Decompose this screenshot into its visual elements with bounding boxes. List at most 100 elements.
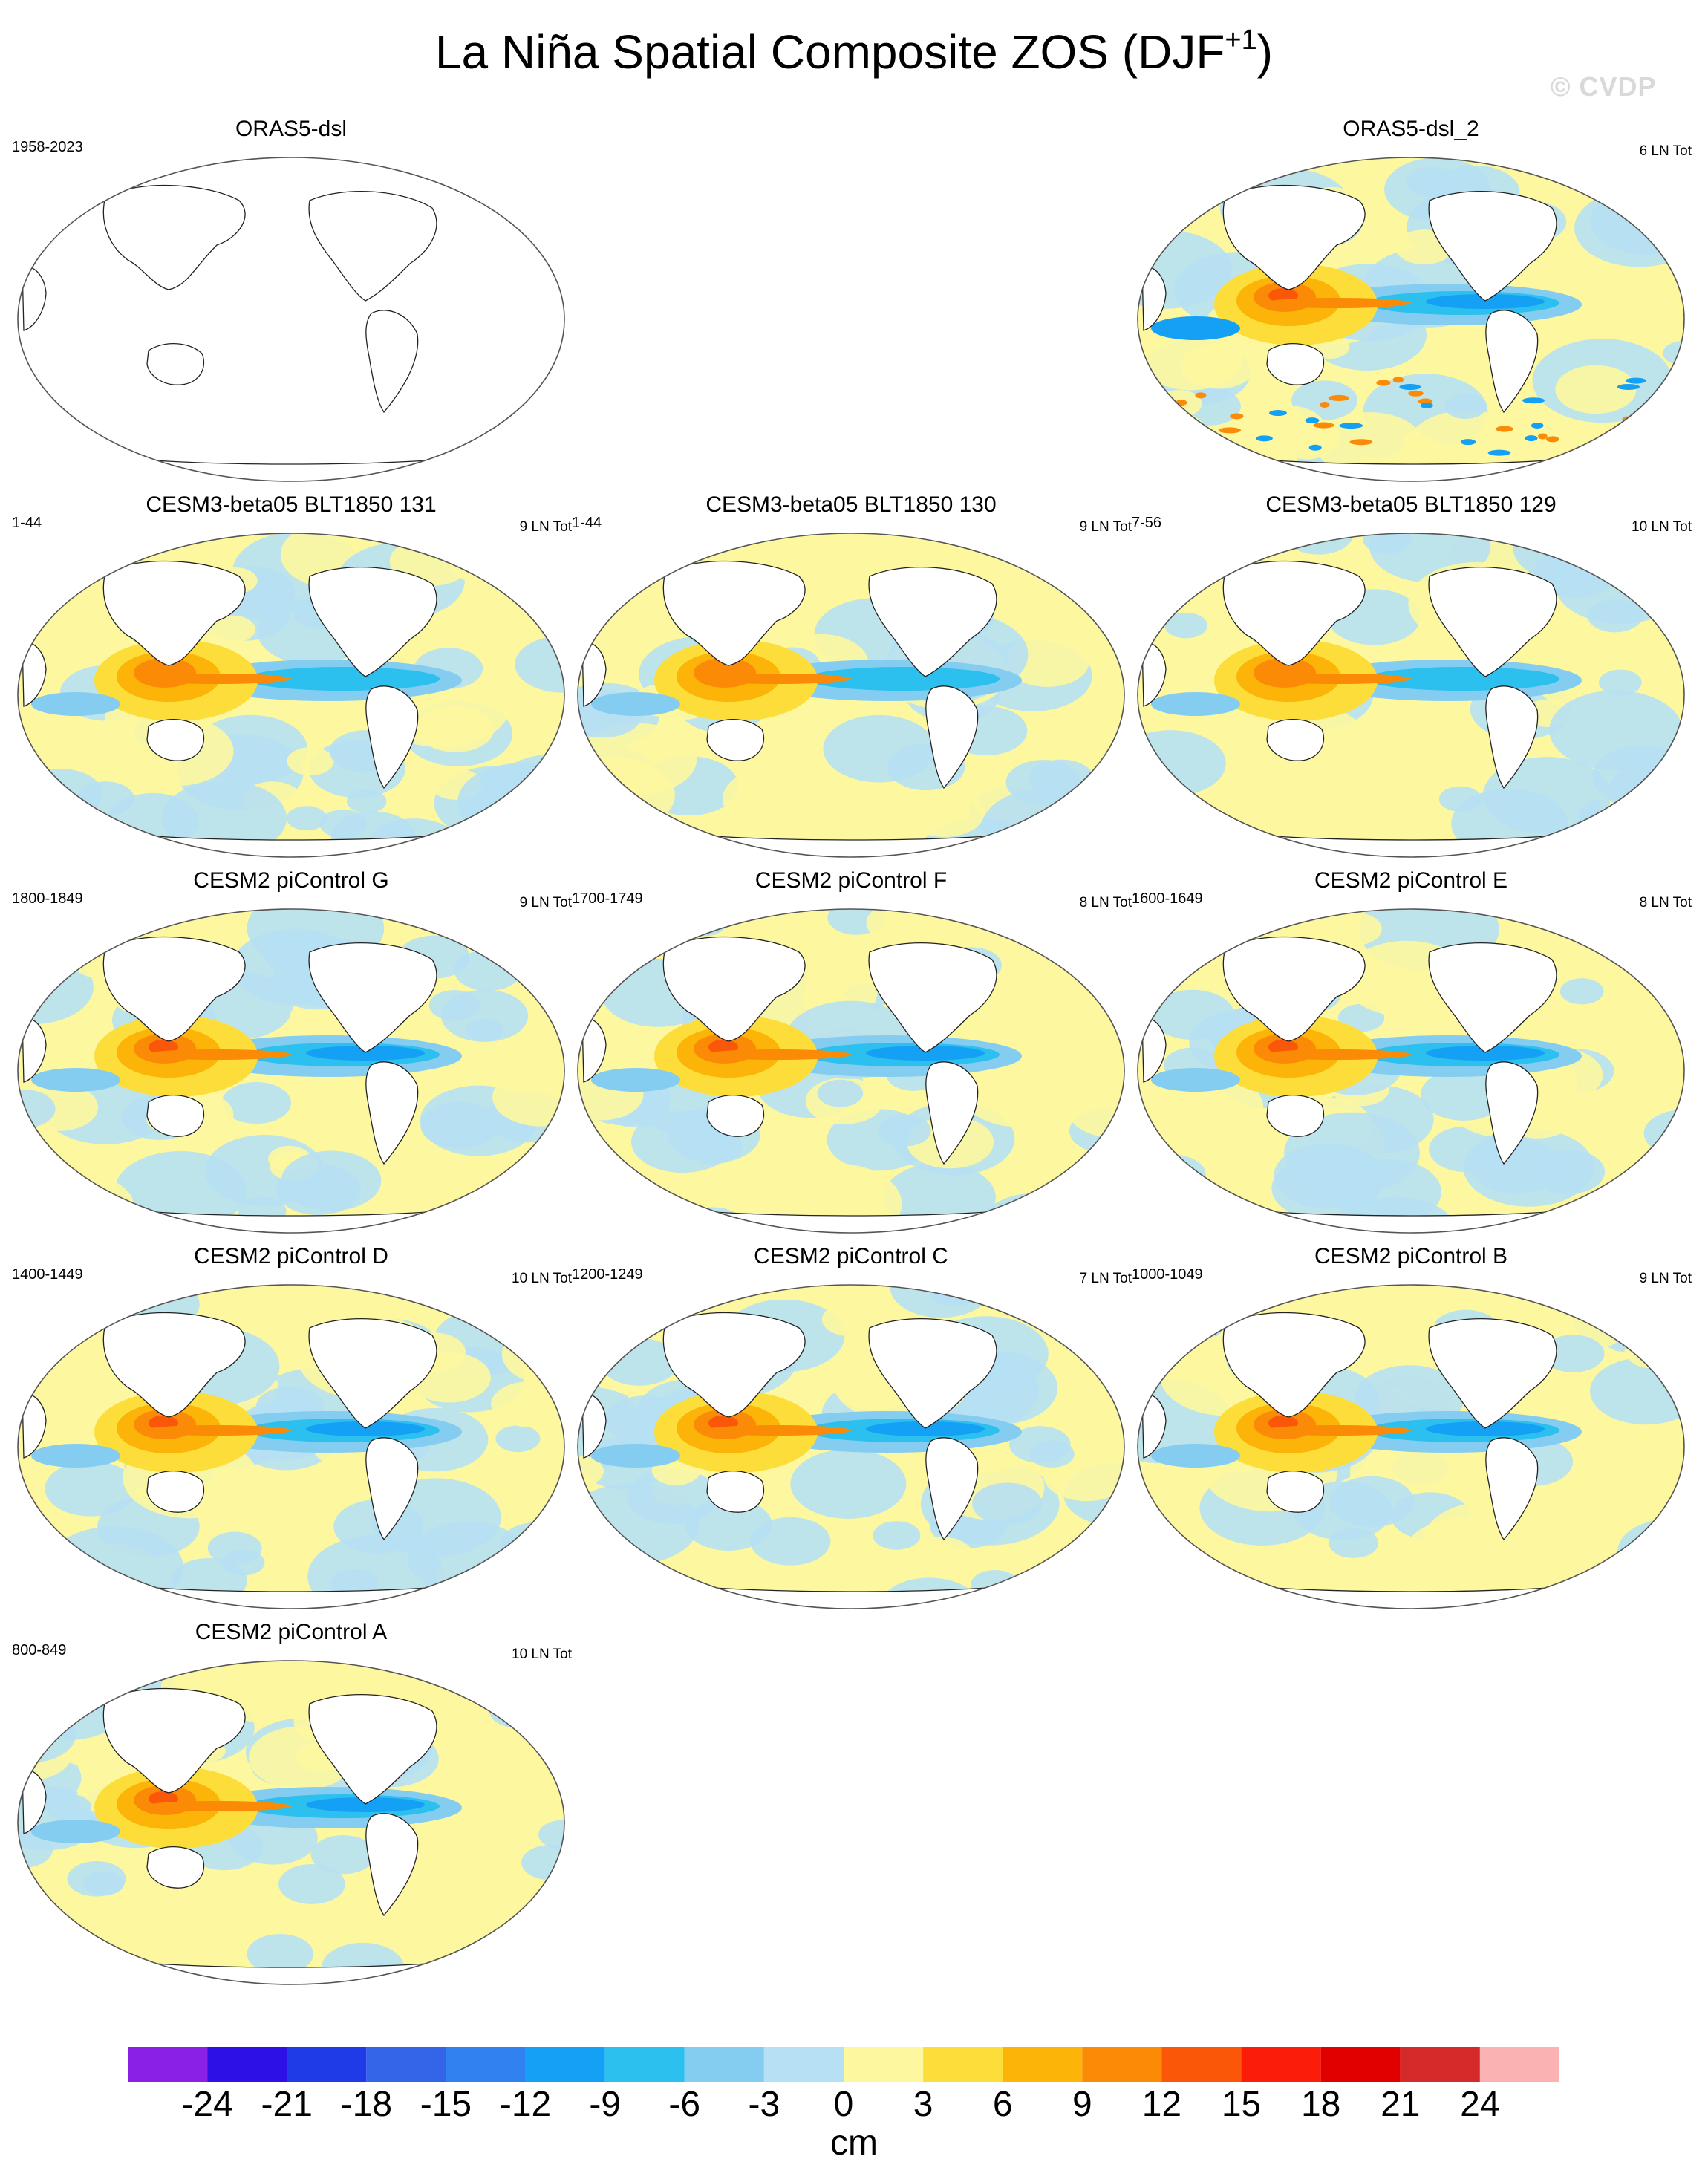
continent-outline	[146, 1095, 205, 1137]
continent-outline	[581, 1017, 607, 1083]
colorbar-swatch	[684, 2047, 764, 2082]
panel-years: 7-56	[1132, 515, 1162, 531]
panel-event-count: 10 LN Tot	[1632, 519, 1692, 535]
colorbar-tick-label: -12	[499, 2085, 552, 2124]
map-frame	[577, 533, 1125, 858]
continent-outline	[1222, 1312, 1366, 1418]
panel-years: 1958-2023	[12, 139, 83, 155]
continent-outline	[868, 1318, 997, 1429]
colorbar-swatch	[763, 2047, 844, 2082]
map-plot	[577, 533, 1125, 858]
colorbar-tick-label: -24	[181, 2085, 233, 2124]
map-frame	[17, 157, 565, 482]
map-panel-d: CESM2 piControl D 1400-1449 10 LN Tot	[9, 1243, 573, 1615]
colorbar-tick-label: 0	[833, 2085, 854, 2124]
colorbar-tick-label: 15	[1221, 2085, 1262, 2124]
colorbar-tick-label: 3	[913, 2085, 933, 2124]
continent-outline	[581, 1393, 607, 1459]
continent-outline	[308, 1318, 437, 1429]
map-frame	[1137, 157, 1685, 482]
panel-title: CESM2 piControl F	[754, 868, 948, 893]
continent-outline	[1485, 685, 1539, 789]
continent-outline	[706, 719, 765, 761]
map-panel-oras2: ORAS5-dsl_2 6 LN Tot	[1129, 116, 1693, 487]
colorbar-swatch	[1003, 2047, 1083, 2082]
panel-years: 1700-1749	[572, 890, 643, 907]
continent-outline	[1428, 191, 1557, 302]
map-plot	[1137, 533, 1685, 858]
colorbar-tick-label: -15	[420, 2085, 472, 2124]
figure-title: La Niña Spatial Composite ZOS (DJF+1)	[0, 22, 1708, 82]
colorbar-swatch	[1241, 2047, 1321, 2082]
continent-outline	[1428, 942, 1557, 1053]
map-panel-orasdsl: ORAS5-dsl 1958-2023	[9, 116, 573, 487]
colorbar-units: cm	[830, 2123, 878, 2163]
figure-title-superscript: +1	[1225, 25, 1257, 56]
map-plot	[17, 533, 565, 858]
panel-event-count: 8 LN Tot	[1079, 895, 1132, 911]
map-panel-g: CESM2 piControl G 1800-1849 9 LN Tot	[9, 867, 573, 1239]
map-plot	[1137, 157, 1685, 482]
continent-outline	[1141, 1017, 1167, 1083]
colorbar-tick-label: -21	[261, 2085, 313, 2124]
map-frame	[1137, 533, 1685, 858]
colorbar-swatch	[1400, 2047, 1480, 2082]
map-plot	[17, 1660, 565, 1985]
map-plot	[17, 1284, 565, 1609]
continent-outline	[22, 1769, 47, 1834]
panel-years: 1000-1049	[1132, 1266, 1203, 1283]
map-panel-b129: CESM3-beta05 BLT1850 129 7-56 10 LN Tot	[1129, 492, 1693, 863]
continent-outline	[1428, 1318, 1557, 1429]
continent-outline	[1428, 567, 1557, 677]
panel-event-count: 9 LN Tot	[519, 895, 572, 911]
map-frame	[577, 1284, 1125, 1609]
map-plot	[577, 908, 1125, 1234]
colorbar-swatch	[1320, 2047, 1401, 2082]
map-panel-b131: CESM3-beta05 BLT1850 131 1-44 9 LN Tot	[9, 492, 573, 863]
panel-title: CESM2 piControl B	[1314, 1244, 1508, 1269]
continent-outline	[1266, 1095, 1325, 1137]
continent-outline	[22, 266, 47, 331]
continent-outline	[102, 1687, 246, 1794]
continent-outline	[365, 1061, 419, 1165]
panel-title: CESM3-beta05 BLT1850 129	[1265, 492, 1557, 517]
panel-event-count: 9 LN Tot	[1079, 519, 1132, 535]
panel-event-count: 10 LN Tot	[512, 1271, 572, 1286]
cvdp-watermark: © CVDP	[1551, 71, 1657, 102]
map-plot	[17, 908, 565, 1234]
continent-outline	[365, 685, 419, 789]
map-frame	[1137, 908, 1685, 1234]
colorbar	[128, 2047, 1559, 2086]
colorbar-swatch	[923, 2047, 1003, 2082]
continent-outline	[706, 1471, 765, 1513]
colorbar-tick-label: 9	[1072, 2085, 1092, 2124]
continent-outline	[1485, 310, 1539, 414]
continent-outline	[82, 452, 500, 481]
colorbar-swatch	[446, 2047, 526, 2082]
figure-title-close: )	[1256, 25, 1274, 79]
map-plot	[1137, 1284, 1685, 1609]
panel-years: 800-849	[12, 1642, 67, 1658]
continent-outline	[925, 1437, 979, 1541]
panel-title: CESM2 piControl D	[194, 1244, 388, 1269]
colorbar-tick-label: -3	[748, 2085, 780, 2124]
continent-outline	[1222, 936, 1366, 1042]
continent-outline	[22, 642, 47, 707]
colorbar-tick-label: 18	[1300, 2085, 1341, 2124]
colorbar-tick-label: 21	[1381, 2085, 1421, 2124]
colorbar-svg	[128, 2047, 1559, 2082]
continent-outline	[1141, 266, 1167, 331]
continent-outline	[102, 184, 246, 290]
colorbar-swatch	[1082, 2047, 1162, 2082]
continent-outline	[925, 1061, 979, 1165]
continent-outline	[662, 560, 806, 666]
colorbar-swatch	[604, 2047, 685, 2082]
panel-years: 1200-1249	[572, 1266, 643, 1283]
colorbar-tick-label: 6	[992, 2085, 1013, 2124]
continent-outline	[1266, 719, 1325, 761]
continent-outline	[1266, 343, 1325, 385]
colorbar-swatch	[525, 2047, 605, 2082]
continent-outline	[868, 942, 997, 1053]
panel-title: CESM2 piControl A	[195, 1620, 388, 1644]
map-panel-f: CESM2 piControl F 1700-1749 8 LN Tot	[569, 867, 1133, 1239]
